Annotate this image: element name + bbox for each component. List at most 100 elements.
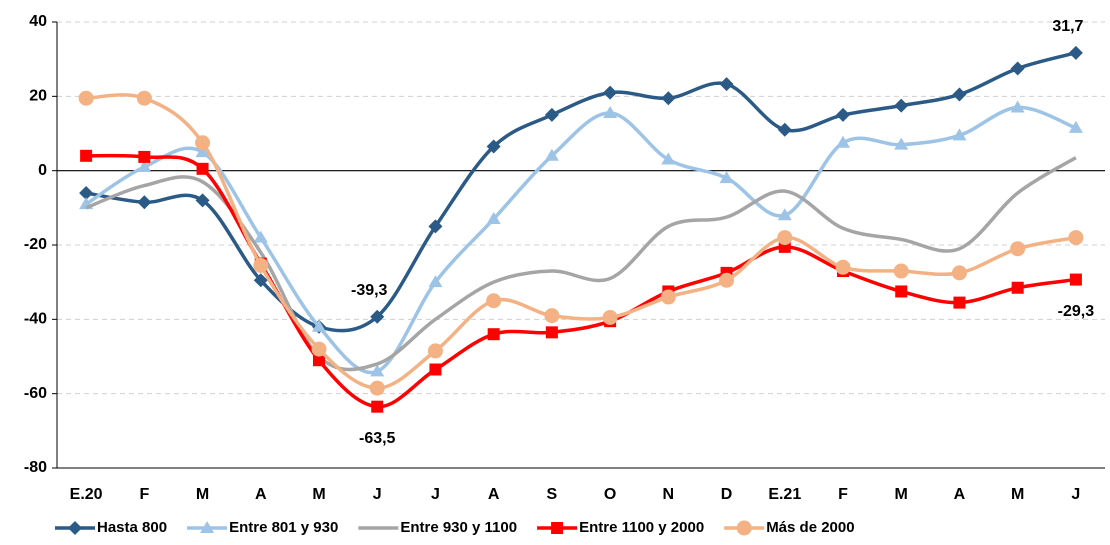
y-tick-label: -40 (24, 311, 47, 328)
data-point (952, 128, 967, 141)
data-point (894, 137, 909, 150)
y-tick-label: 40 (29, 13, 47, 30)
data-point (370, 309, 385, 324)
legend-marker (68, 521, 82, 535)
data-point (1068, 230, 1084, 246)
data-point (951, 265, 967, 281)
legend-marker (200, 521, 215, 533)
data-point (369, 380, 385, 396)
data-point (836, 107, 850, 122)
x-tick-label: A (255, 486, 267, 503)
data-point (1010, 61, 1025, 76)
data-point (80, 149, 93, 162)
data-point (253, 230, 268, 243)
data-point (893, 263, 909, 279)
data-point (660, 289, 676, 305)
data-point (719, 272, 735, 288)
data-point (428, 275, 443, 288)
data-point (196, 162, 209, 175)
data-point (136, 90, 152, 106)
legend-marker (736, 520, 752, 536)
data-point (894, 98, 909, 113)
data-label: -29,3 (1058, 303, 1095, 320)
legend-label: Hasta 800 (97, 519, 167, 536)
data-label: 31,7 (1052, 18, 1083, 35)
x-tick-label: J (431, 486, 440, 503)
data-point (835, 259, 851, 275)
data-point (544, 148, 559, 161)
x-tick-label: N (663, 486, 675, 503)
data-point (952, 87, 967, 102)
data-point (486, 139, 501, 154)
data-point (312, 319, 326, 332)
data-point (953, 296, 966, 309)
x-tick-label: A (954, 486, 966, 503)
legend-label: Entre 930 y 1100 (400, 519, 517, 536)
legend-label: Entre 1100 y 2000 (579, 519, 704, 536)
data-point (370, 364, 385, 377)
data-point (427, 343, 443, 359)
data-point (428, 219, 443, 234)
data-point (836, 135, 850, 148)
data-point (429, 363, 442, 376)
data-point (777, 122, 792, 137)
data-point (602, 309, 618, 325)
legend-label: Más de 2000 (766, 519, 854, 536)
data-point (1010, 241, 1026, 257)
data-point (486, 293, 502, 309)
x-tick-label: J (1071, 486, 1080, 503)
data-point (777, 230, 793, 246)
data-point (487, 328, 500, 341)
data-point (195, 193, 210, 208)
x-tick-label: S (547, 486, 558, 503)
data-point (1069, 273, 1082, 286)
data-point (777, 208, 792, 221)
data-label: -63,5 (359, 430, 396, 447)
x-tick-label: J (373, 486, 382, 503)
x-tick-label: M (312, 486, 325, 503)
data-point (195, 135, 211, 151)
data-point (311, 341, 327, 357)
data-point (253, 273, 268, 288)
data-point (1011, 281, 1024, 294)
x-tick-label: M (1011, 486, 1024, 503)
x-tick-label: E.20 (70, 486, 103, 503)
data-point (661, 91, 676, 106)
legend-label: Entre 801 y 930 (229, 519, 338, 536)
series-line (85, 156, 1077, 372)
data-point (545, 326, 558, 339)
x-tick-label: D (721, 486, 733, 503)
data-point (79, 185, 94, 200)
x-tick-label: M (196, 486, 209, 503)
data-point (661, 152, 676, 165)
data-label: -39,3 (351, 282, 388, 299)
data-point (603, 85, 618, 100)
data-point (78, 90, 94, 106)
data-point (1010, 100, 1025, 113)
legend-marker (551, 522, 564, 534)
data-point (544, 308, 560, 324)
data-point (195, 145, 210, 158)
y-tick-label: -60 (24, 385, 47, 402)
x-tick-label: M (895, 486, 908, 503)
y-tick-label: -20 (24, 236, 47, 253)
data-point (719, 77, 734, 92)
data-point (1068, 45, 1083, 60)
data-point (603, 106, 618, 119)
x-tick-label: F (139, 486, 149, 503)
data-point (1068, 120, 1083, 133)
data-point (895, 285, 908, 298)
data-point (544, 107, 559, 122)
x-tick-label: F (838, 486, 848, 503)
data-point (371, 400, 384, 413)
data-point (719, 171, 734, 184)
data-point (138, 150, 151, 163)
y-tick-label: -80 (24, 459, 47, 476)
data-point (486, 211, 501, 224)
data-point (137, 195, 152, 210)
data-point (137, 159, 152, 172)
y-tick-label: 0 (38, 162, 47, 179)
x-tick-label: E.21 (768, 486, 801, 503)
x-tick-label: O (604, 486, 616, 503)
